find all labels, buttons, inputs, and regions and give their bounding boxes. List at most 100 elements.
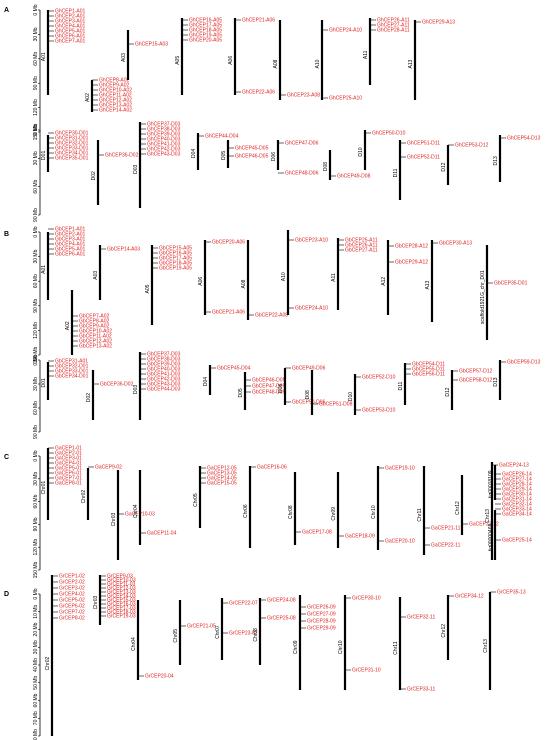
chromosome-d04: D04 GbCEP45-D04 <box>203 365 251 395</box>
scale-tick-label: 150 Mb <box>33 346 39 363</box>
gene-label: GhCEP35-D01 <box>55 156 89 162</box>
chromosome-label: Chr06 <box>243 504 249 518</box>
gene-label: GhCEP1-A01 <box>55 9 86 15</box>
gene-label: GhCEP17-A05 <box>189 23 222 29</box>
chromosome-label: Chr05 <box>173 629 179 643</box>
gene-label: GaCEP5-01 <box>55 466 82 472</box>
gene-label: GbCEP40-D03 <box>147 367 181 373</box>
chromosome-d08: D08 GbCEP51-D08 <box>305 370 353 415</box>
gene-label: GbCEP37-D03 <box>147 352 181 358</box>
gene-label: GhCEP3-A01 <box>55 19 86 25</box>
scale-tick-label: 60 Mb <box>33 180 39 194</box>
scale-tick-label: 40 Mb <box>33 658 39 672</box>
panel-a: A 0 Mb 30 Mb 60 Mb 90 Mb 120 Mb 150 Mb A01 GhCEP… <box>4 4 541 222</box>
chromosome-label: D10 <box>348 392 354 401</box>
chromosome-label: D05 <box>238 388 244 397</box>
gene-label: GbCEP21-A06 <box>212 310 245 316</box>
chromosome-label: A11 <box>363 50 369 59</box>
chromosome-label: Chr13 <box>485 509 491 523</box>
chromosome-a05: A05GhCEP16-A05GhCEP17-A05GhCEP18-A05GhCE… <box>175 18 222 95</box>
gene-label: GbCEP30-A13 <box>439 241 472 247</box>
chromosome-a03: A03 GbCEP14-A03 <box>93 245 140 300</box>
gene-label: GhCEP10-A02 <box>99 88 132 94</box>
chromosome-d04: D04 GhCEP44-D04 <box>191 133 239 170</box>
gene-label: GrCEP2-02 <box>59 580 85 586</box>
gene-label: GbCEP23-A10 <box>295 238 328 244</box>
scale-tick-label: 30 Mb <box>33 151 39 165</box>
panel-d: D 0 Mb 10 Mb 20 Mb 30 Mb 40 Mb 50 Mb 60 Mb 70 Mb… <box>4 574 526 740</box>
chromosome-row: 0 Mb 30 Mb 60 Mb 90 Mb 120 Mb 150 Mb A01 GhCEP1… <box>33 4 455 140</box>
gene-label: GhCEP54-D13 <box>507 136 541 142</box>
gene-label: GaCEP33-14 <box>502 507 532 513</box>
gene-label: GrCEP8-02 <box>59 616 85 622</box>
scale-tick-label: 90 Mb <box>33 517 39 531</box>
chromosome-label: D12 <box>445 387 451 396</box>
chromosome-d02: D02 GbCEP36-D02 <box>86 370 134 420</box>
gene-label: GrCEP34-12 <box>455 594 484 600</box>
scale-tick-label: 0 Mb <box>33 226 39 237</box>
chromosome-label: Chr02 <box>81 490 87 504</box>
chromosome-chr06: Chr06 GaCEP16-06 <box>243 465 287 548</box>
chromosome-label: A12 <box>381 277 387 286</box>
chromosome-label: A05 <box>145 284 151 293</box>
chromosome-a06: A06 GhCEP21-A06 GhCEP22-A06 <box>228 18 275 96</box>
gene-label: GhCEP43-D03 <box>147 152 181 158</box>
chromosome-tig00018109: tig00018109 GaCEP26-14GaCEP27-14GaCEP28-1… <box>488 465 532 518</box>
gene-label: GhCEP51-D11 <box>407 141 440 147</box>
chromosome-d01: D01GhCEP30-D01GhCEP31-D01GhCEP32-D01GhCE… <box>41 131 89 172</box>
gene-label: GrCEP32-11 <box>407 615 435 621</box>
gene-label: GhCEP13-A02 <box>99 103 132 109</box>
chromosome-row: 0 Mb 30 Mb 60 Mb 90 Mb 120 Mb 150 Mb A01 GbCEP1… <box>33 226 528 363</box>
chromosome-label: Chr07 <box>215 625 221 639</box>
gene-label: GaCEP32-14 <box>502 502 532 508</box>
chromosome-label: D11 <box>398 381 404 390</box>
gene-label: GaCEP20-10 <box>385 539 415 545</box>
gene-label: GhCEP44-D04 <box>205 134 239 140</box>
gene-label: GhCEP41-D03 <box>147 142 181 148</box>
panel-c: C 0 Mb 30 Mb 60 Mb 90 Mb 120 Mb 150 Mb Chr01 GaC… <box>4 446 532 579</box>
gene-label: GrCEP20-04 <box>145 674 174 680</box>
gene-label: GrCEP30-10 <box>352 596 381 602</box>
chromosome-chr08: Chr08 GrCEP24-08 GrCEP25-08 <box>253 598 296 665</box>
gene-label: GrCEP14-03 <box>107 594 136 600</box>
gene-label: GbCEP4-A01 <box>55 242 86 248</box>
gene-label: GhCEP23-A08 <box>287 93 320 99</box>
gene-label: GbCEP3-A01 <box>55 237 86 243</box>
chromosome-chr09: Chr09 GaCEP18-09 <box>331 472 375 548</box>
chromosome-d10: D10 GhCEP50-D10 <box>358 130 406 170</box>
chromosome-label: D03 <box>133 165 139 174</box>
gene-label: GaCEP6-01 <box>55 471 82 477</box>
chromosome-label: D08 <box>323 162 329 171</box>
chromosome-a13: A13 GbCEP30-A13 <box>425 240 472 322</box>
scale-tick-label: 120 Mb <box>33 99 39 116</box>
chromosome-label: Chr12 <box>441 624 447 638</box>
gene-label: GrCEP22-07 <box>229 601 258 607</box>
scale-tick-label: 150 Mb <box>33 561 39 578</box>
chromosome-label: Chr09 <box>293 640 299 654</box>
chromosome-chr05: Chr05 GaCEP12-05GaCEP13-05GaCEP14-05GaCEP… <box>193 466 237 528</box>
gene-label: GbCEP19-A05 <box>159 266 192 272</box>
gene-label: GhCEP8-A02 <box>99 78 130 84</box>
chromosome-label: D08 <box>305 390 311 399</box>
chromosome-row: 0 Mb 10 Mb 20 Mb 30 Mb 40 Mb 50 Mb 60 Mb 70 Mb 8… <box>33 574 526 740</box>
gene-label: GbCEP56-D11 <box>412 372 445 378</box>
scale-tick-label: 30 Mb <box>33 249 39 263</box>
gene-label: GaCEP25-14 <box>502 538 532 544</box>
gene-label: GhCEP16-A05 <box>189 18 222 24</box>
gene-label: GaCEP21-11 <box>431 526 461 532</box>
scale-tick-label: 10 Mb <box>33 605 39 619</box>
gene-label: GaCEP4-01 <box>55 461 82 467</box>
gene-label: GrCEP25-08 <box>267 616 296 622</box>
chromosome-label: Chr04 <box>133 504 139 518</box>
chromosome-label: A08 <box>273 59 279 68</box>
gene-label: GrCEP5-02 <box>59 598 85 604</box>
chromosome-chr02: Chr02 GaCEP9-02 <box>81 465 122 520</box>
gene-label: GhCEP14-A02 <box>99 108 132 114</box>
scale-tick-label: 60 Mb <box>33 274 39 288</box>
gene-label: GhCEP4-A01 <box>55 24 86 30</box>
gene-label: GrCEP29-09 <box>307 626 336 632</box>
scale-tick-label: 120 Mb <box>33 539 39 556</box>
gene-label: GaCEP19-10 <box>385 466 415 472</box>
gene-label: GhCEP38-D03 <box>147 127 181 133</box>
